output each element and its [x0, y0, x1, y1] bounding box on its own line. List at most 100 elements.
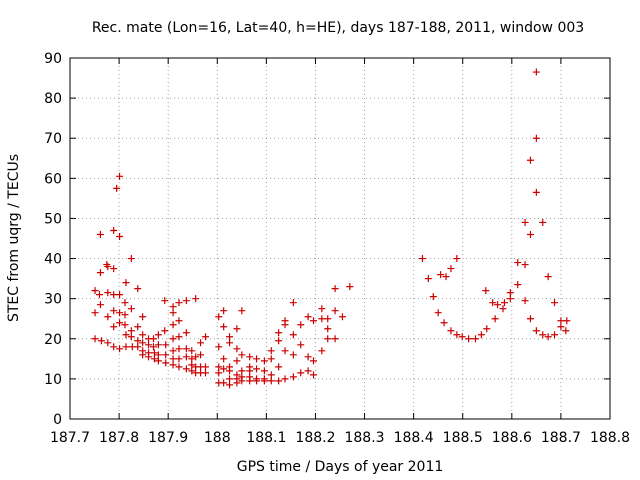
data-point: [253, 355, 261, 363]
data-point: [145, 353, 153, 361]
data-point: [233, 379, 241, 387]
data-point: [150, 349, 158, 357]
data-point: [526, 156, 534, 164]
data-point: [331, 335, 339, 343]
data-point: [139, 351, 147, 359]
data-point: [104, 263, 112, 271]
data-points: [91, 68, 571, 389]
data-point: [139, 331, 147, 339]
y-tick-label: 10: [44, 372, 62, 388]
data-point: [182, 353, 190, 361]
data-point: [134, 337, 142, 345]
data-point: [201, 333, 209, 341]
x-tick-label: 187.9: [148, 430, 188, 446]
data-point: [220, 323, 228, 331]
data-point: [134, 343, 142, 351]
data-point: [226, 339, 234, 347]
data-point: [162, 351, 170, 359]
data-point: [429, 293, 437, 301]
data-point: [526, 315, 534, 323]
data-point: [260, 357, 268, 365]
data-point: [116, 319, 124, 327]
data-point: [113, 184, 121, 192]
x-tick-label: 187.8: [99, 430, 139, 446]
data-point: [499, 305, 507, 313]
y-tick-label: 20: [44, 332, 62, 348]
data-point: [169, 309, 177, 317]
data-point: [289, 299, 297, 307]
data-point: [169, 355, 177, 363]
data-point: [539, 331, 547, 339]
data-point: [309, 357, 317, 365]
data-point: [324, 325, 332, 333]
data-point: [477, 331, 485, 339]
data-point: [215, 313, 223, 321]
data-point: [267, 355, 275, 363]
data-point: [110, 291, 118, 299]
data-point: [175, 333, 183, 341]
grid-lines: [70, 58, 610, 419]
data-point: [238, 307, 246, 315]
data-point: [110, 323, 118, 331]
data-point: [116, 172, 124, 180]
data-point: [253, 377, 261, 385]
data-point: [215, 369, 223, 377]
data-point: [551, 331, 559, 339]
data-point: [96, 269, 104, 277]
data-point: [154, 357, 162, 365]
x-tick-label: 188.3: [344, 430, 384, 446]
data-point: [182, 365, 190, 373]
axis-ticks: [69, 57, 611, 420]
data-point: [134, 285, 142, 293]
data-point: [304, 367, 312, 375]
data-point: [557, 317, 565, 325]
data-point: [197, 351, 205, 359]
y-tick-labels: 0 10 20 30 40 50 60 70 80 90: [44, 51, 62, 428]
data-point: [267, 347, 275, 355]
data-point: [121, 299, 129, 307]
data-point: [246, 367, 254, 375]
data-point: [260, 367, 268, 375]
data-point: [442, 273, 450, 281]
data-point: [134, 323, 142, 331]
data-point: [188, 367, 196, 375]
data-point: [220, 355, 228, 363]
data-point: [275, 337, 283, 345]
data-point: [238, 367, 246, 375]
data-point: [169, 303, 177, 311]
data-point: [500, 299, 508, 307]
data-point: [233, 325, 241, 333]
data-point: [447, 265, 455, 273]
x-axis-label: GPS time / Days of year 2011: [237, 459, 444, 475]
data-point: [162, 341, 170, 349]
data-point: [281, 375, 289, 383]
data-point: [246, 353, 254, 361]
data-point: [139, 339, 147, 347]
data-point: [437, 271, 445, 279]
data-point: [154, 351, 162, 359]
data-point: [169, 361, 177, 369]
data-point: [122, 343, 130, 351]
data-point: [318, 305, 326, 313]
data-point: [188, 361, 196, 369]
data-point: [514, 281, 522, 289]
data-point: [551, 299, 559, 307]
data-point: [127, 305, 135, 313]
data-point: [346, 283, 354, 291]
data-point: [532, 188, 540, 196]
data-point: [289, 373, 297, 381]
data-point: [418, 255, 426, 263]
data-point: [521, 297, 529, 305]
data-point: [226, 333, 234, 341]
data-point: [526, 230, 534, 238]
x-tick-label: 188.6: [492, 430, 532, 446]
data-point: [453, 255, 461, 263]
y-tick-label: 60: [44, 171, 62, 187]
y-axis-label: STEC from uqrg / TECUs: [6, 154, 22, 322]
data-point: [267, 377, 275, 385]
data-point: [275, 363, 283, 371]
data-point: [91, 335, 99, 343]
data-point: [197, 339, 205, 347]
data-point: [150, 355, 158, 363]
